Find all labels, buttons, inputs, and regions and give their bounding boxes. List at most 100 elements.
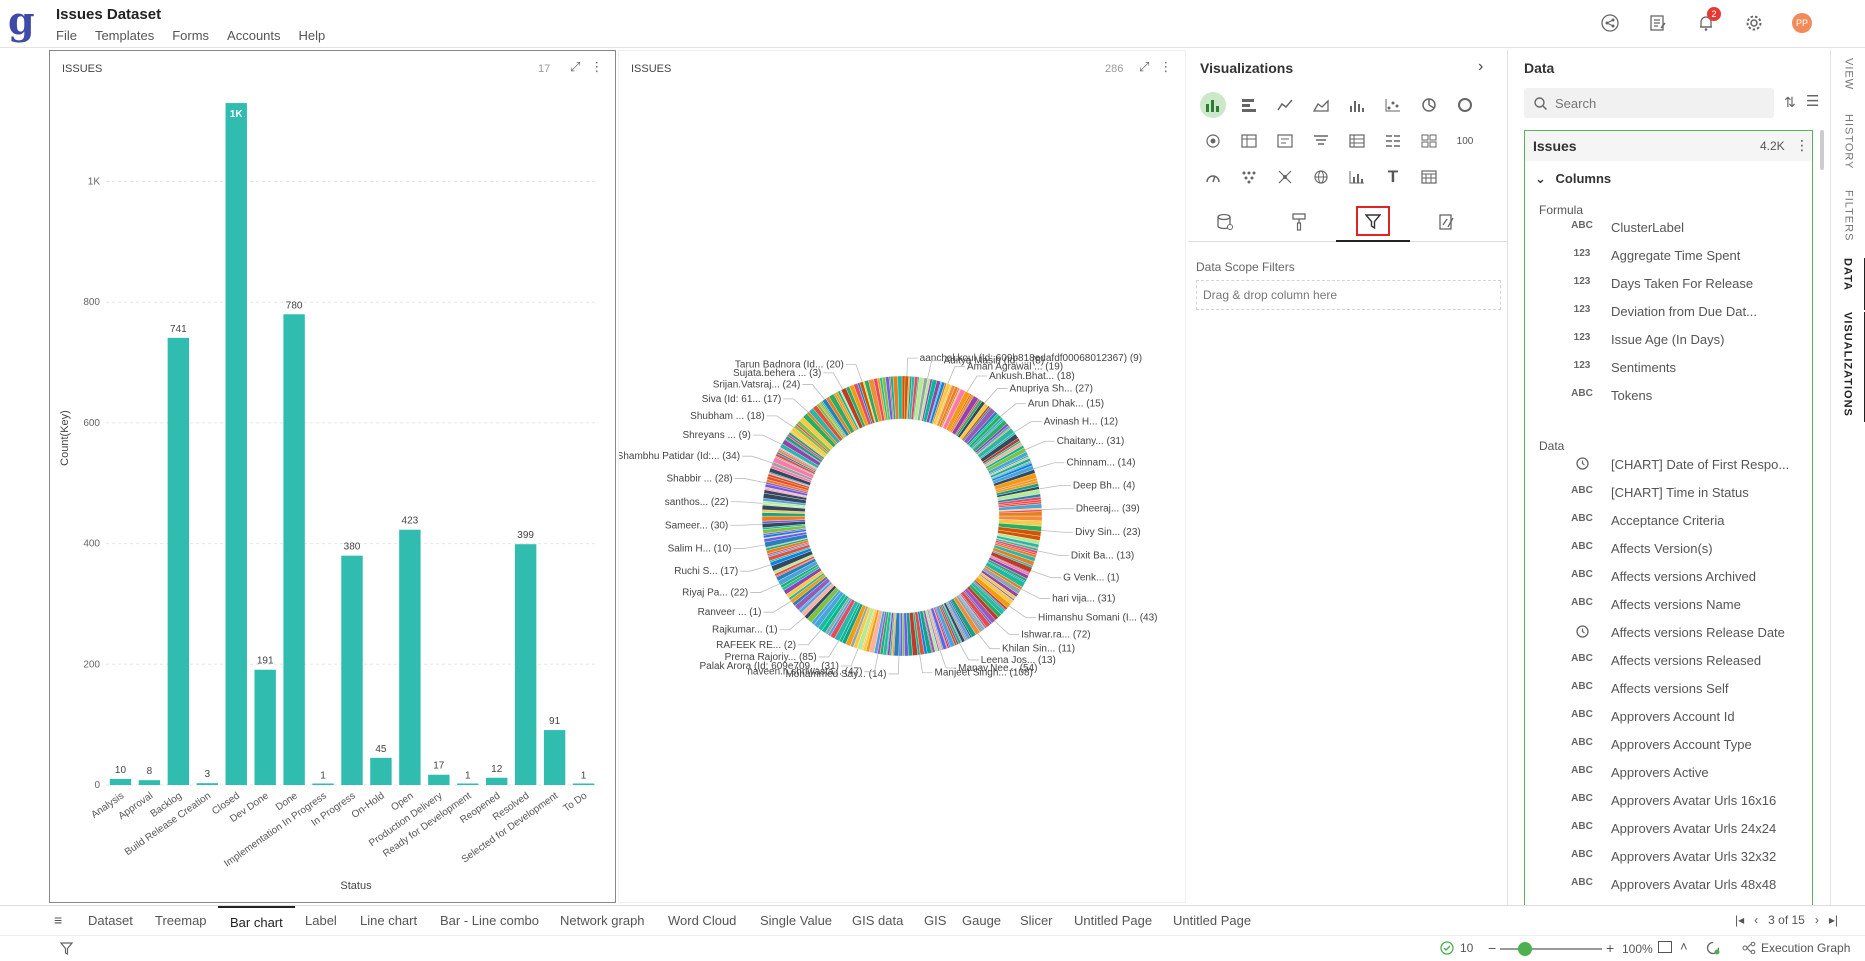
page-tab-10[interactable]: GIS (924, 913, 947, 928)
page-tab-13[interactable]: Untitled Page (1074, 913, 1153, 928)
bar-3[interactable] (196, 783, 219, 785)
notes-icon[interactable] (1645, 10, 1671, 36)
app-logo[interactable]: g (8, 0, 35, 43)
bar-10[interactable] (399, 529, 421, 785)
scatter-chart-icon[interactable] (1380, 92, 1406, 118)
donut-chart-panel[interactable]: ISSUES 286 ⤢ ⋮ aanchal.koul (Id: 609b818… (618, 50, 1186, 903)
field-item[interactable]: Affects versions Release Date (1565, 625, 1805, 645)
calendar-icon[interactable] (1416, 164, 1442, 190)
last-page-icon[interactable]: ▸| (1828, 913, 1838, 927)
page-tab-4[interactable]: Line chart (360, 913, 418, 928)
data-scrollbar[interactable] (1820, 130, 1824, 170)
zoom-out-button[interactable]: − (1488, 940, 1497, 956)
field-item[interactable]: ABC Tokens (1565, 388, 1805, 408)
page-tab-7[interactable]: Word Cloud (668, 913, 737, 928)
field-item[interactable]: 123 Aggregate Time Spent (1565, 248, 1805, 268)
bar-9[interactable] (370, 757, 392, 785)
donut-chart-icon[interactable] (1452, 92, 1478, 118)
page-tab-1[interactable]: Treemap (155, 913, 207, 928)
side-tab-data[interactable]: DATA (1831, 258, 1865, 310)
sort-icon[interactable]: ⇅ (1784, 94, 1796, 110)
funnel-list-icon[interactable] (1308, 128, 1334, 154)
settings-gear-icon[interactable] (1741, 10, 1767, 36)
tab-filters[interactable] (1336, 202, 1410, 242)
field-item[interactable]: [CHART] Date of First Respo... (1565, 457, 1805, 477)
field-item[interactable]: ABC Affects Version(s) (1565, 541, 1805, 561)
side-tab-visualizations[interactable]: VISUALIZATIONS (1831, 312, 1865, 422)
heatmap-icon[interactable] (1236, 164, 1262, 190)
field-item[interactable]: ABC ClusterLabel (1565, 220, 1805, 240)
zoom-slider-track[interactable] (1500, 948, 1602, 950)
pivot-table-icon[interactable] (1236, 128, 1262, 154)
collapse-chevron-icon[interactable]: › (1478, 58, 1484, 75)
dataset-header[interactable]: Issues 4.2K ⋮ (1525, 131, 1812, 161)
bar-8[interactable] (341, 555, 363, 785)
menu-templates[interactable]: Templates (94, 28, 155, 43)
field-item[interactable]: ABC Affects versions Name (1565, 597, 1805, 617)
menu-file[interactable]: File (56, 28, 77, 43)
field-item[interactable]: 123 Deviation from Due Dat... (1565, 304, 1805, 324)
field-item[interactable]: ABC Acceptance Criteria (1565, 513, 1805, 533)
page-tab-0[interactable]: Dataset (88, 913, 133, 928)
bar-15[interactable] (543, 730, 566, 785)
donut-slice[interactable] (897, 375, 903, 420)
prev-page-icon[interactable]: ‹ (1754, 913, 1759, 927)
side-tab-view[interactable]: VIEW (1842, 58, 1855, 91)
bar-16[interactable] (572, 783, 595, 786)
grid-icon[interactable] (1416, 128, 1442, 154)
card-icon[interactable] (1272, 128, 1298, 154)
field-item[interactable]: ABC Approvers Avatar Urls 24x24 (1565, 821, 1805, 841)
fit-screen-icon[interactable] (1658, 941, 1672, 953)
table-icon[interactable] (1344, 128, 1370, 154)
menu-accounts[interactable]: Accounts (227, 28, 281, 43)
bar-1[interactable] (138, 780, 161, 785)
bar-13[interactable] (485, 777, 508, 785)
execution-graph-button[interactable]: Execution Graph (1742, 941, 1850, 955)
field-item[interactable]: ABC Approvers Account Type (1565, 737, 1805, 757)
radar-chart-icon[interactable] (1200, 128, 1226, 154)
page-tab-14[interactable]: Untitled Page (1173, 913, 1252, 928)
expand-icon[interactable]: ⤢ (570, 59, 581, 74)
data-search-input[interactable] (1555, 95, 1755, 111)
tab-format[interactable] (1262, 202, 1336, 242)
zoom-slider-handle[interactable] (1518, 942, 1532, 956)
zoom-in-button[interactable]: + (1606, 940, 1615, 956)
page-tab-6[interactable]: Network graph (560, 913, 645, 928)
field-item[interactable]: ABC Approvers Avatar Urls 16x16 (1565, 793, 1805, 813)
bar-12[interactable] (457, 783, 479, 786)
dataset-menu-icon[interactable]: ⋮ (1795, 137, 1809, 153)
user-avatar[interactable]: PP (1789, 10, 1815, 36)
first-page-icon[interactable]: |◂ (1735, 913, 1745, 927)
page-tab-9[interactable]: GIS data (852, 913, 904, 928)
bar-7[interactable] (312, 783, 334, 786)
refresh-icon[interactable] (1706, 941, 1720, 958)
field-item[interactable]: ABC Approvers Avatar Urls 48x48 (1565, 877, 1805, 897)
text-icon[interactable]: T (1387, 167, 1399, 186)
chevron-up-icon[interactable]: ˄ (1680, 939, 1688, 954)
page-tab-3[interactable]: Label (305, 913, 337, 928)
more-options-icon[interactable]: ⋮ (1159, 59, 1173, 74)
bar-chart-panel[interactable]: ISSUES 17 ⤢ ⋮ 0 200 400 600 800 1K Count(Key) S… (49, 50, 616, 903)
bar-0[interactable] (109, 778, 132, 785)
side-tab-history[interactable]: HISTORY (1842, 114, 1855, 170)
side-tab-filters[interactable]: FILTERS (1842, 190, 1855, 242)
page-tab-12[interactable]: Slicer (1020, 913, 1053, 928)
filter-toggle-icon[interactable] (59, 942, 74, 958)
field-item[interactable]: ABC Approvers Active (1565, 765, 1805, 785)
field-item[interactable]: ABC Affects versions Archived (1565, 569, 1805, 589)
bar-4[interactable] (225, 103, 247, 785)
expand-icon[interactable]: ⤢ (1139, 59, 1150, 74)
more-options-icon[interactable]: ⋮ (590, 59, 604, 74)
bar-5[interactable] (254, 669, 276, 785)
bar-11[interactable] (428, 774, 450, 785)
list-options-icon[interactable]: ☰ (1806, 93, 1820, 110)
field-item[interactable]: 123 Issue Age (In Days) (1565, 332, 1805, 352)
bar-chart-icon[interactable] (1200, 92, 1226, 118)
single-value-icon[interactable]: 100 (1456, 135, 1474, 147)
page-tab-8[interactable]: Single Value (760, 913, 833, 928)
field-item[interactable]: 123 Sentiments (1565, 360, 1805, 380)
menu-forms[interactable]: Forms (172, 28, 210, 43)
field-item[interactable]: ABC [CHART] Time in Status (1565, 485, 1805, 505)
line-chart-icon[interactable] (1272, 92, 1298, 118)
page-tab-11[interactable]: Gauge (962, 913, 1002, 928)
